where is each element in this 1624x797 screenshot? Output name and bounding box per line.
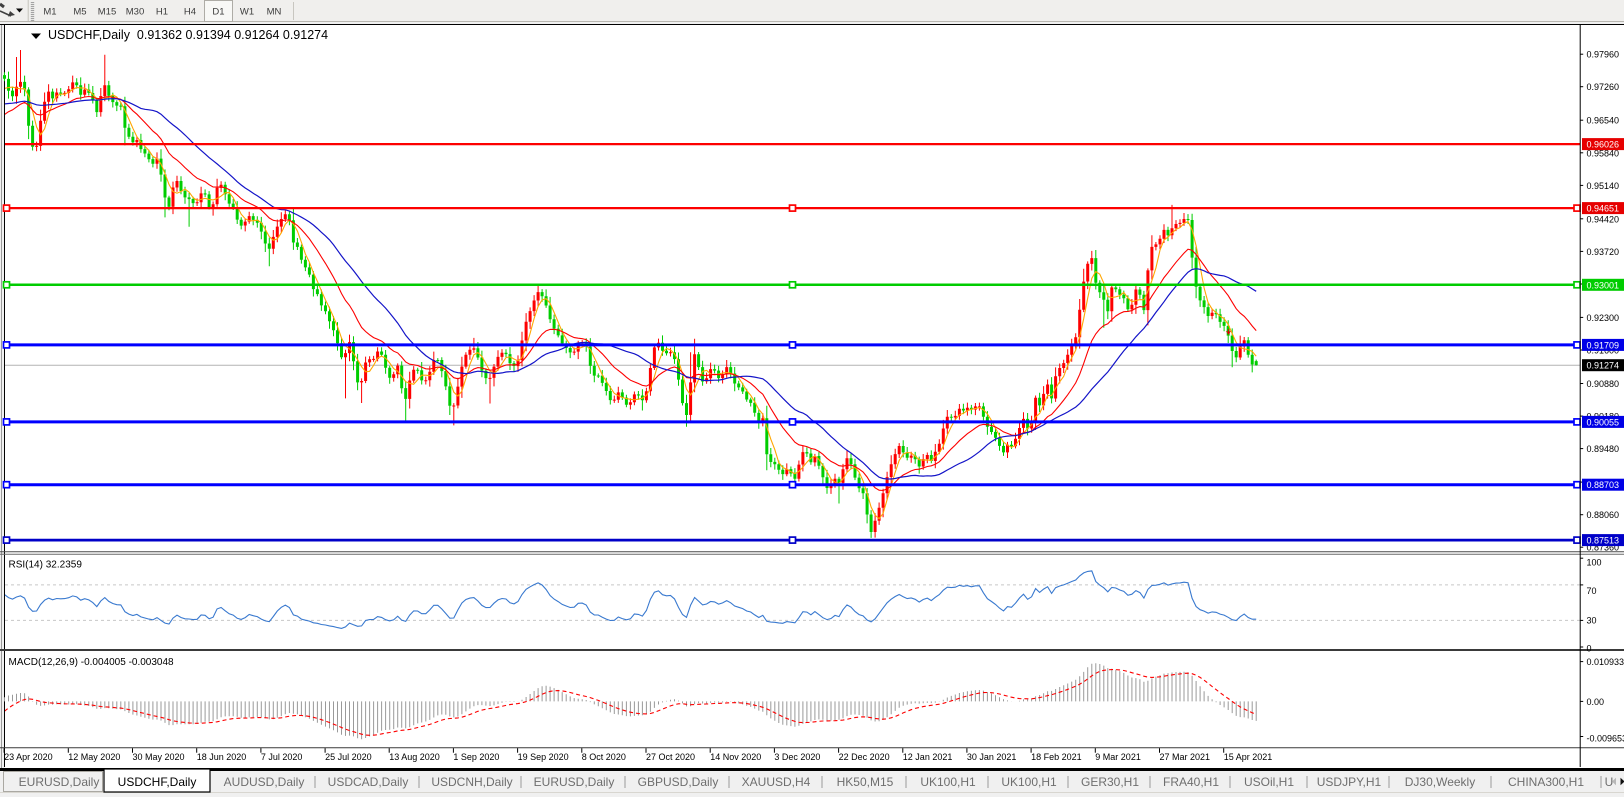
svg-text:MN: MN <box>267 7 282 18</box>
svg-text:HK50,M15: HK50,M15 <box>837 775 894 789</box>
svg-text:W1: W1 <box>240 7 254 18</box>
svg-text:0.95840: 0.95840 <box>1587 148 1620 158</box>
svg-text:8 Oct 2020: 8 Oct 2020 <box>582 752 626 762</box>
svg-text:9 Mar 2021: 9 Mar 2021 <box>1095 752 1141 762</box>
svg-text:12 May 2020: 12 May 2020 <box>68 752 120 762</box>
svg-text:0.96540: 0.96540 <box>1587 116 1620 126</box>
svg-text:7 Jul 2020: 7 Jul 2020 <box>261 752 303 762</box>
svg-text:18 Jun 2020: 18 Jun 2020 <box>197 752 247 762</box>
svg-text:AUDUSD,Daily: AUDUSD,Daily <box>224 775 305 789</box>
svg-text:19 Sep 2020: 19 Sep 2020 <box>518 752 569 762</box>
svg-text:30 May 2020: 30 May 2020 <box>133 752 185 762</box>
svg-text:DJ30,Weekly: DJ30,Weekly <box>1405 775 1475 789</box>
svg-text:FRA40,H1: FRA40,H1 <box>1163 775 1219 789</box>
svg-text:13 Aug 2020: 13 Aug 2020 <box>389 752 440 762</box>
svg-text:0.92300: 0.92300 <box>1587 313 1620 323</box>
svg-text:XAUUSD,H4: XAUUSD,H4 <box>742 775 811 789</box>
svg-text:3 Dec 2020: 3 Dec 2020 <box>774 752 820 762</box>
svg-text:1 Sep 2020: 1 Sep 2020 <box>453 752 499 762</box>
svg-text:GBPUSD,Daily: GBPUSD,Daily <box>638 775 719 789</box>
svg-text:0.93720: 0.93720 <box>1587 247 1620 257</box>
svg-text:USOil,H1: USOil,H1 <box>1244 775 1294 789</box>
svg-text:0.87513: 0.87513 <box>1587 536 1620 546</box>
svg-text:100: 100 <box>1587 558 1602 568</box>
svg-text:0.95140: 0.95140 <box>1587 181 1620 191</box>
svg-text:D1: D1 <box>212 7 224 18</box>
svg-text:0.90055: 0.90055 <box>1587 417 1620 427</box>
svg-text:70: 70 <box>1587 586 1597 596</box>
svg-text:27 Oct 2020: 27 Oct 2020 <box>646 752 695 762</box>
svg-text:0.94420: 0.94420 <box>1587 214 1620 224</box>
svg-text:GER30,H1: GER30,H1 <box>1081 775 1139 789</box>
svg-text:0.88703: 0.88703 <box>1587 480 1620 490</box>
svg-text:22 Dec 2020: 22 Dec 2020 <box>839 752 890 762</box>
svg-text:H1: H1 <box>156 7 168 18</box>
svg-text:USDCHF,Daily: USDCHF,Daily <box>118 775 197 789</box>
svg-text:H4: H4 <box>184 7 196 18</box>
svg-text:25 Jul 2020: 25 Jul 2020 <box>325 752 372 762</box>
svg-text:M15: M15 <box>98 7 116 18</box>
svg-text:MACD(12,26,9) -0.004005 -0.003: MACD(12,26,9) -0.004005 -0.003048 <box>9 657 175 668</box>
svg-text:30: 30 <box>1587 616 1597 626</box>
svg-text:U: U <box>1605 775 1614 789</box>
svg-text:0.90880: 0.90880 <box>1587 379 1620 389</box>
svg-text:USDCNH,Daily: USDCNH,Daily <box>431 775 512 789</box>
svg-text:18 Feb 2021: 18 Feb 2021 <box>1031 752 1082 762</box>
svg-text:15 Apr 2021: 15 Apr 2021 <box>1224 752 1273 762</box>
svg-text:0: 0 <box>1587 644 1592 654</box>
svg-text:0.88060: 0.88060 <box>1587 510 1620 520</box>
svg-text:UK100,H1: UK100,H1 <box>920 775 976 789</box>
svg-text:RSI(14) 32.2359: RSI(14) 32.2359 <box>9 560 83 571</box>
svg-text:0.91274: 0.91274 <box>1587 361 1620 371</box>
svg-text:0.94651: 0.94651 <box>1587 204 1620 214</box>
svg-text:0.89480: 0.89480 <box>1587 444 1620 454</box>
svg-text:EURUSD,Daily: EURUSD,Daily <box>534 775 615 789</box>
svg-text:USDJPY,H1: USDJPY,H1 <box>1317 775 1382 789</box>
svg-text:0.97960: 0.97960 <box>1587 50 1620 60</box>
svg-text:23 Apr 2020: 23 Apr 2020 <box>4 752 53 762</box>
svg-text:0.91709: 0.91709 <box>1587 340 1620 350</box>
svg-text:USDCAD,Daily: USDCAD,Daily <box>328 775 409 789</box>
svg-text:USDCHF,Daily 0.91362 0.91394: USDCHF,Daily 0.91362 0.91394 0.91264 0.9… <box>48 28 328 42</box>
svg-text:0.010933: 0.010933 <box>1587 657 1624 667</box>
svg-text:30 Jan 2021: 30 Jan 2021 <box>967 752 1017 762</box>
svg-text:0.97260: 0.97260 <box>1587 82 1620 92</box>
svg-text:14 Nov 2020: 14 Nov 2020 <box>710 752 761 762</box>
svg-text:0.93001: 0.93001 <box>1587 280 1620 290</box>
svg-text:0.87360: 0.87360 <box>1587 543 1620 553</box>
svg-text:0.96026: 0.96026 <box>1587 140 1620 150</box>
svg-text:M5: M5 <box>73 7 86 18</box>
svg-text:27 Mar 2021: 27 Mar 2021 <box>1160 752 1211 762</box>
svg-text:M30: M30 <box>126 7 144 18</box>
svg-text:0.00: 0.00 <box>1587 697 1605 707</box>
svg-text:UK100,H1: UK100,H1 <box>1001 775 1057 789</box>
svg-text:CHINA300,H1: CHINA300,H1 <box>1508 775 1584 789</box>
svg-text:12 Jan 2021: 12 Jan 2021 <box>903 752 953 762</box>
svg-text:M1: M1 <box>43 7 56 18</box>
svg-text:EURUSD,Daily: EURUSD,Daily <box>19 775 100 789</box>
svg-text:-0.009653: -0.009653 <box>1587 733 1624 743</box>
